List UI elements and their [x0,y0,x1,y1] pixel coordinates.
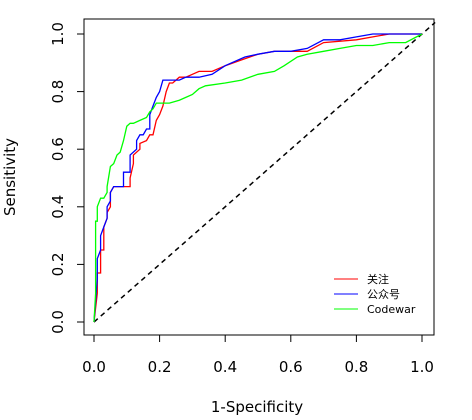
y-axis: 0.0 0.2 0.4 0.6 0.8 1.0 [49,22,85,334]
x-tick-label: 0.0 [82,358,106,376]
series-line-2 [93,33,422,323]
series-line-3 [93,33,423,323]
x-axis: 0.0 0.2 0.4 0.6 0.8 1.0 [82,334,434,376]
y-tick-label: 0.6 [49,137,67,161]
x-tick-label: 0.2 [148,358,172,376]
x-tick-label: 0.8 [344,358,368,376]
x-axis-label: 1-Specificity [211,398,303,416]
y-tick-label: 1.0 [49,22,67,46]
y-tick-label: 0.8 [49,80,67,104]
series-group [93,33,423,323]
y-tick-label: 0.0 [49,310,67,334]
x-tick-label: 1.0 [410,358,434,376]
x-tick-label: 0.6 [279,358,303,376]
reference-diagonal-line [93,21,436,323]
legend-label-series-3: Codewar [367,303,416,316]
legend-label-series-1: 关注 [367,272,389,286]
x-tick-label: 0.4 [213,358,237,376]
legend: 关注 公众号 Codewar [334,272,416,316]
y-axis-label: Sensitivity [1,138,19,216]
y-tick-label: 0.2 [49,252,67,276]
legend-label-series-2: 公众号 [367,288,400,301]
y-tick-label: 0.4 [49,195,67,219]
